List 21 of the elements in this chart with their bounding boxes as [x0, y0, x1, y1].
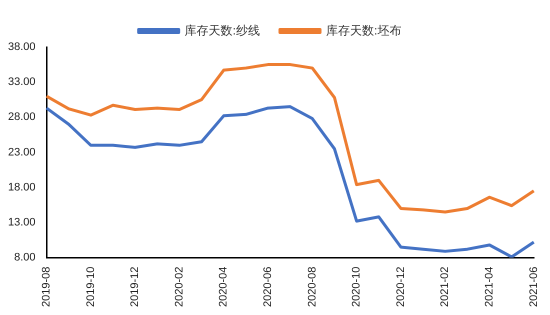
y-tick-label: 33.00: [8, 76, 36, 88]
x-tick-label: 2020-02: [173, 266, 186, 308]
x-tick-label: 2020-06: [262, 266, 274, 308]
x-tick-label: 2021-02: [439, 266, 452, 308]
x-tick-label: 2019-08: [40, 266, 53, 308]
x-tick-label: 2020-10: [350, 266, 363, 308]
y-tick-label: 38.00: [8, 41, 36, 54]
x-tick-label: 2019-10: [84, 266, 97, 308]
legend-label: 库存天数:纱线: [184, 23, 260, 38]
x-tick-label: 2020-04: [218, 266, 230, 308]
x-tick-label: 2019-12: [129, 266, 142, 308]
x-tick-label: 2020-08: [306, 266, 318, 308]
x-tick-label: 2021-06: [528, 266, 540, 308]
x-tick-label: 2020-12: [394, 266, 407, 308]
y-tick-label: 23.00: [8, 146, 36, 158]
x-tick-label: 2021-04: [484, 266, 496, 308]
y-tick-label: 18.00: [8, 181, 36, 194]
legend-label: 库存天数:坯布: [326, 23, 402, 38]
y-tick-label: 13.00: [8, 216, 36, 229]
y-tick-label: 8.00: [14, 252, 36, 264]
y-tick-label: 28.00: [8, 111, 36, 124]
